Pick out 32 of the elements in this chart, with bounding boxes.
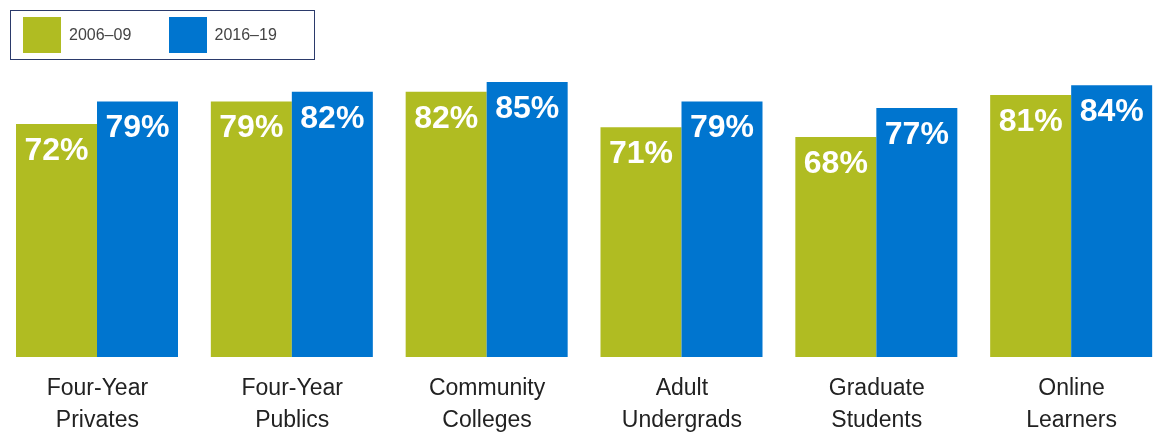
data-label: 68% — [803, 144, 868, 180]
bar — [600, 127, 682, 357]
data-label: 81% — [998, 101, 1063, 138]
x-tick-label: Four-Year Privates — [46, 374, 149, 433]
data-label: 72% — [24, 131, 89, 168]
data-label: 71% — [608, 134, 674, 171]
x-tick-label: Online Learners — [1026, 374, 1117, 433]
bar — [876, 107, 958, 357]
legend-label: 2016–19 — [214, 26, 277, 44]
data-label: 79% — [689, 108, 755, 145]
data-label: 79% — [105, 108, 170, 145]
x-tick-label: Graduate Students — [828, 374, 925, 433]
data-label: 85% — [495, 89, 560, 125]
bar — [1071, 85, 1153, 357]
x-tick-label: Community Colleges — [428, 374, 546, 433]
bar — [405, 91, 487, 357]
bar — [486, 82, 568, 357]
data-label: 79% — [219, 108, 284, 145]
legend-label: 2006–09 — [69, 26, 132, 44]
bar — [795, 137, 877, 357]
bar — [291, 91, 373, 357]
x-tick-label: Four-Year Publics — [241, 374, 344, 433]
bar — [97, 101, 178, 357]
data-label: 77% — [884, 114, 949, 151]
x-tick-label: Adult Undergrads — [621, 374, 743, 433]
data-label: 84% — [1079, 92, 1144, 129]
bar — [16, 124, 97, 357]
bar — [681, 101, 763, 357]
bar — [210, 101, 292, 357]
data-label: 82% — [414, 98, 479, 135]
data-label: 82% — [300, 98, 365, 135]
bar — [990, 94, 1072, 357]
